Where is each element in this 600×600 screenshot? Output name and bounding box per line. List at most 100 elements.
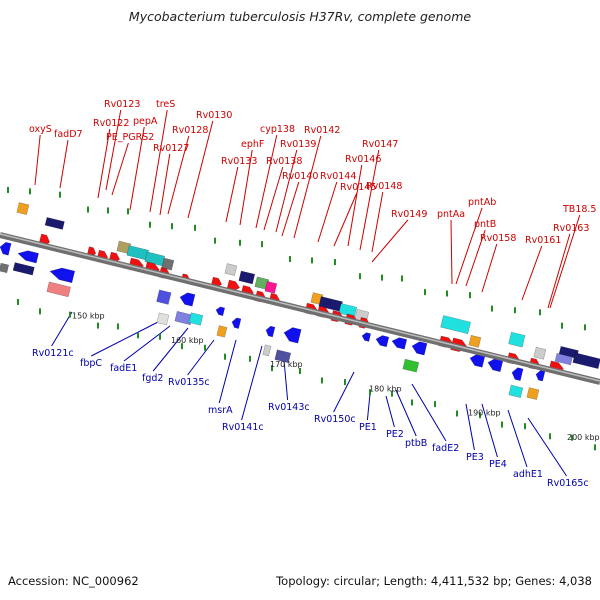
gene-label-Rv0150c: Rv0150c [314, 414, 356, 425]
reverse-gene [265, 325, 276, 338]
grey-feature [156, 312, 170, 326]
gene-label-pntAa: pntAa [437, 209, 465, 220]
gene-label-Rv0142: Rv0142 [304, 125, 340, 136]
leader-line [34, 134, 41, 186]
reverse-gene [231, 317, 242, 329]
gene-label-oxyS: oxyS [29, 124, 52, 135]
leader-line [129, 126, 145, 211]
leader-line [527, 417, 568, 477]
reverse-gene [375, 335, 390, 348]
leader-line [481, 403, 498, 458]
reverse-gene [361, 332, 372, 342]
scale-label: 150 kbp [72, 312, 105, 321]
gene-label-fadD7: fadD7 [54, 129, 83, 140]
dark-feature [44, 217, 65, 230]
leader-line [521, 245, 543, 301]
orange-feature [216, 325, 228, 338]
leader-line [225, 166, 239, 223]
reverse-gene [511, 367, 524, 381]
leader-line [281, 181, 300, 237]
leader-line [347, 164, 363, 247]
orange-feature [468, 334, 482, 348]
leader-line [241, 345, 263, 421]
gene-label-Rv0147: Rv0147 [362, 139, 398, 150]
leader-line [263, 166, 284, 231]
backbone-highlight [0, 233, 600, 382]
leader-line [333, 192, 358, 247]
leader-line [255, 134, 278, 229]
summary-text: Topology: circular; Length: 4,411,532 bp… [276, 574, 592, 588]
leader-line [123, 325, 171, 362]
gene-label-PE4: PE4 [489, 459, 507, 470]
blue-feature [156, 289, 172, 305]
leader-line [366, 393, 371, 421]
scale-label: 160 kbp [171, 336, 204, 345]
leader-line [51, 311, 73, 347]
scale-label: 190 kbp [468, 409, 501, 418]
leader-line [465, 229, 486, 287]
scale-ticks [7, 186, 596, 451]
reverse-gene [179, 292, 196, 307]
gene-label-Rv0128: Rv0128 [172, 125, 208, 136]
leader-line [293, 135, 322, 239]
gene-label-fadE1: fadE1 [110, 363, 137, 374]
leader-line [465, 403, 475, 451]
leader-line [187, 120, 214, 219]
cyan-feature [508, 384, 524, 398]
leader-line [481, 243, 498, 293]
leader-line [159, 153, 171, 216]
gene-label-pntAb: pntAb [468, 197, 496, 208]
leader-line [167, 135, 190, 215]
orange-feature [16, 202, 30, 215]
grey-feature [262, 344, 272, 357]
gene-label-Rv0133: Rv0133 [221, 156, 257, 167]
leader-line [359, 149, 380, 251]
grey-feature [533, 346, 547, 360]
scale-label: 200 kbp [567, 433, 600, 442]
leader-line [395, 389, 417, 437]
gene-label-Rv0144: Rv0144 [320, 171, 356, 182]
gene-label-treS: treS [156, 99, 175, 110]
cyan-feature [440, 315, 471, 335]
reverse-gene [391, 337, 408, 350]
gene-label-fbpC: fbpC [80, 358, 102, 369]
dark-feature [238, 270, 256, 285]
gene-label-Rv0149: Rv0149 [391, 209, 427, 220]
gene-label-Rv0122: Rv0122 [93, 118, 129, 129]
leader-line [547, 233, 571, 309]
map-title: Mycobacterium tuberculosis H37Rv, comple… [128, 9, 472, 24]
gene-label-ephF: ephF [241, 139, 264, 150]
pink-feature [264, 281, 278, 294]
cyan-feature [508, 331, 526, 348]
gene-label-Rv0135c: Rv0135c [168, 377, 210, 388]
gene-label-ptbB: ptbB [405, 438, 427, 449]
violet-feature [554, 353, 573, 366]
gene-label-Rv0121c: Rv0121c [32, 348, 74, 359]
grey-feature [161, 257, 175, 271]
grey-feature [0, 262, 10, 274]
leader-line [149, 109, 168, 213]
leader-line [507, 409, 528, 468]
gene-label-pepA: pepA [133, 116, 158, 127]
backbone-line [0, 232, 600, 385]
leader-line [275, 149, 298, 233]
leader-line [385, 395, 395, 428]
leader-line [549, 214, 581, 309]
gene-label-Rv0161: Rv0161 [525, 235, 561, 246]
scale-label: 180 kbp [369, 384, 402, 393]
reverse-gene [411, 341, 428, 356]
leader-line [371, 219, 409, 263]
gene-label-fgd2: fgd2 [142, 373, 163, 384]
cyan-feature [188, 312, 204, 326]
leader-line [105, 109, 122, 191]
gene-label-Rv0165c: Rv0165c [547, 478, 589, 489]
gene-label-Rv0141c: Rv0141c [222, 422, 264, 433]
salmon-feature [46, 281, 71, 298]
gene-label-PE2: PE2 [386, 429, 404, 440]
gene-label-fadE2: fadE2 [432, 443, 459, 454]
dark-feature [12, 262, 35, 276]
reverse-gene [49, 267, 76, 284]
violet-feature [174, 310, 194, 326]
grey-feature [224, 263, 238, 276]
